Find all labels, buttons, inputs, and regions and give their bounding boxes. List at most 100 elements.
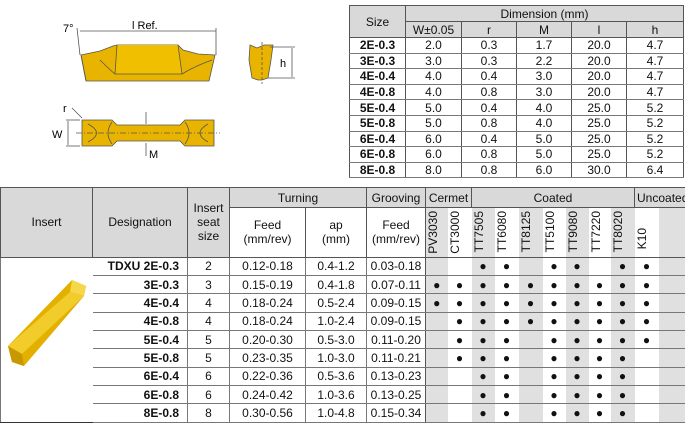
grade-availability-tt5100: ● xyxy=(543,312,566,330)
grade-label: TT7220 xyxy=(589,211,603,252)
grade-availability-tt7220: ● xyxy=(589,386,611,404)
available-dot-icon: ● xyxy=(619,259,626,273)
grade-availability-tt5100: ● xyxy=(543,257,566,275)
designation-header: Designation xyxy=(93,188,188,258)
size-cell: 6E-0.8 xyxy=(350,147,406,163)
grade-header-tt7505: TT7505 xyxy=(472,208,495,258)
grade-availability-k10: ● xyxy=(635,331,659,349)
available-dot-icon: ● xyxy=(619,369,626,383)
dimension-column-header: h xyxy=(627,22,684,38)
blank-grade-header xyxy=(659,208,685,258)
grade-availability-pv3030 xyxy=(426,257,448,275)
designation-cell: 4E-0.4 xyxy=(93,294,188,312)
grade-availability-pv3030 xyxy=(426,386,448,404)
grade-table: Insert Designation Insert seat size Turn… xyxy=(0,187,685,423)
grade-availability-tt6080: ● xyxy=(495,349,519,367)
grade-availability-tt6080: ● xyxy=(495,331,519,349)
available-dot-icon: ● xyxy=(456,333,463,347)
available-dot-icon: ● xyxy=(479,351,486,365)
available-dot-icon: ● xyxy=(596,314,603,328)
size-cell: 3E-0.3 xyxy=(350,53,406,69)
grooving-header: Grooving xyxy=(367,188,426,208)
grade-availability-tt8020: ● xyxy=(611,349,635,367)
designation-cell: 6E-0.8 xyxy=(93,386,188,404)
dimension-value: 6.0 xyxy=(517,162,572,178)
designation-prefix: TDXU xyxy=(108,259,141,273)
grade-availability-tt6080: ● xyxy=(495,386,519,404)
grade-availability-k10: ● xyxy=(635,294,659,312)
grade-availability-tt8020: ● xyxy=(611,294,635,312)
uncoated-header: Uncoated xyxy=(635,188,685,208)
cermet-header: Cermet xyxy=(426,188,472,208)
turning-header: Turning xyxy=(230,188,367,208)
dimension-value: 3.0 xyxy=(406,53,462,69)
dimension-value: 3.0 xyxy=(517,84,572,100)
dimension-value: 25.0 xyxy=(572,100,627,116)
grade-availability-k10 xyxy=(635,404,659,422)
m-label: M xyxy=(149,149,158,161)
dimension-value: 20.0 xyxy=(572,38,627,54)
dimension-value: 20.0 xyxy=(572,84,627,100)
dimension-value: 1.7 xyxy=(517,38,572,54)
grade-availability-tt8020: ● xyxy=(611,276,635,294)
grade-availability-tt9080: ● xyxy=(566,294,589,312)
grade-availability-k10 xyxy=(635,349,659,367)
grade-availability-tt6080: ● xyxy=(495,294,519,312)
grade-availability-tt8125 xyxy=(519,331,543,349)
designation-code: 4E-0.8 xyxy=(144,314,179,328)
available-dot-icon: ● xyxy=(433,278,440,292)
dimension-value: 0.4 xyxy=(462,131,517,147)
grade-label: TT6080 xyxy=(495,211,509,252)
available-dot-icon: ● xyxy=(596,351,603,365)
dimension-value: 0.8 xyxy=(462,84,517,100)
grade-availability-tt8020: ● xyxy=(611,404,635,422)
grade-label: K10 xyxy=(635,228,649,249)
grade-availability-tt9080: ● xyxy=(566,367,589,385)
grade-label: TT9080 xyxy=(566,211,580,252)
available-dot-icon: ● xyxy=(550,369,557,383)
grade-availability-tt7220: ● xyxy=(589,276,611,294)
dimension-value: 4.0 xyxy=(517,100,572,116)
dimension-column-header: M xyxy=(517,22,572,38)
grade-availability-tt7505: ● xyxy=(472,349,495,367)
blank-cell xyxy=(659,276,685,294)
groove-feed-cell: 0.11-0.20 xyxy=(367,331,426,349)
available-dot-icon: ● xyxy=(479,388,486,402)
grade-availability-tt5100: ● xyxy=(543,331,566,349)
grade-availability-tt8125 xyxy=(519,404,543,422)
available-dot-icon: ● xyxy=(503,388,510,402)
grade-availability-tt7220: ● xyxy=(589,404,611,422)
designation-code: 4E-0.4 xyxy=(144,296,179,310)
ap-cell: 0.4-1.2 xyxy=(306,257,367,275)
available-dot-icon: ● xyxy=(479,314,486,328)
dimension-column-header: l xyxy=(572,22,627,38)
grade-availability-ct3000: ● xyxy=(448,312,472,330)
available-dot-icon: ● xyxy=(596,296,603,310)
dimension-value: 0.4 xyxy=(462,100,517,116)
blank-cell xyxy=(659,367,685,385)
top-view xyxy=(66,108,220,156)
designation-code: 8E-0.8 xyxy=(144,406,179,420)
ap-cell: 0.5-3.6 xyxy=(306,367,367,385)
grade-availability-tt5100: ● xyxy=(543,386,566,404)
grade-availability-tt9080: ● xyxy=(566,331,589,349)
available-dot-icon: ● xyxy=(479,259,486,273)
size-cell: 5E-0.8 xyxy=(350,115,406,131)
width-label: W xyxy=(52,129,63,141)
dimension-value: 5.0 xyxy=(517,131,572,147)
grade-availability-tt6080: ● xyxy=(495,257,519,275)
available-dot-icon: ● xyxy=(596,406,603,420)
grade-label: TT7505 xyxy=(472,211,486,252)
grade-availability-ct3000 xyxy=(448,404,472,422)
dimension-value: 25.0 xyxy=(572,147,627,163)
grade-label: TT5100 xyxy=(543,211,557,252)
available-dot-icon: ● xyxy=(619,351,626,365)
size-cell: 4E-0.4 xyxy=(350,69,406,85)
designation-cell: 5E-0.4 xyxy=(93,331,188,349)
insert-drawing: 7° l Ref. h r W M xyxy=(0,0,320,180)
grade-availability-tt7220: ● xyxy=(589,367,611,385)
grade-availability-tt5100: ● xyxy=(543,404,566,422)
